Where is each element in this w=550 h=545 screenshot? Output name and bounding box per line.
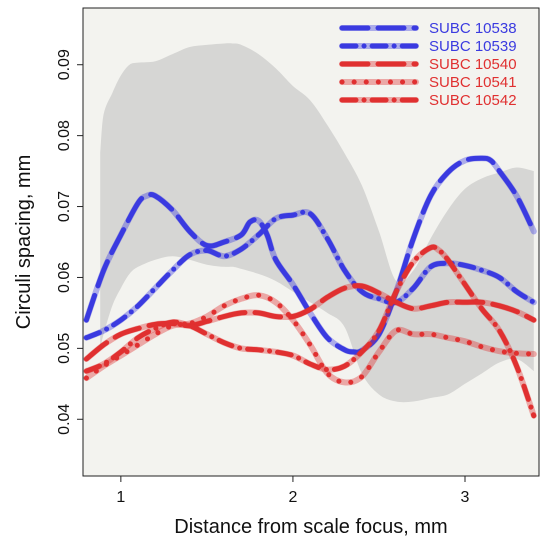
- series-4-dash: [83, 292, 537, 386]
- legend-label: SUBC 10541: [429, 74, 517, 91]
- y-tick-label: 0.05: [56, 333, 73, 364]
- legend-label: SUBC 10540: [429, 56, 517, 73]
- x-tick-label: 2: [288, 489, 297, 506]
- y-tick-label: 0.07: [56, 191, 73, 222]
- legend-item: SUBC 10540: [339, 56, 517, 73]
- x-axis: 1 2 3: [116, 476, 470, 506]
- series-4-line: [83, 292, 537, 386]
- series-2-line: [83, 209, 537, 341]
- y-tick-label: 0.09: [56, 49, 73, 80]
- plot-frame: [82, 7, 540, 477]
- x-tick-label: 3: [461, 489, 470, 506]
- series-1-line: [83, 155, 537, 356]
- y-axis: 0.04 0.05 0.06 0.07 0.08 0.09: [56, 49, 83, 435]
- x-axis-title: Distance from scale focus, mm: [174, 516, 447, 538]
- series-2-dash: [83, 209, 537, 341]
- legend-label: SUBC 10539: [429, 38, 517, 55]
- series-3-line: [83, 282, 537, 362]
- y-tick-label: 0.04: [56, 404, 73, 435]
- legend-label: SUBC 10538: [429, 20, 517, 37]
- legend-item: SUBC 10539: [339, 38, 517, 55]
- y-tick-label: 0.08: [56, 120, 73, 151]
- series-5-line: [83, 244, 537, 419]
- series-5-dash: [83, 244, 537, 419]
- series-layer: [83, 155, 537, 419]
- series-3-dash: [83, 283, 537, 362]
- x-tick-label: 1: [116, 489, 125, 506]
- legend-item: SUBC 10541: [339, 74, 517, 91]
- y-axis-title: Circuli spacing, mm: [13, 155, 35, 329]
- legend-item: SUBC 10542: [339, 92, 517, 109]
- legend-item: SUBC 10538: [339, 20, 517, 37]
- y-tick-label: 0.06: [56, 262, 73, 293]
- legend-label: SUBC 10542: [429, 92, 517, 109]
- series-1-dash: [83, 155, 537, 355]
